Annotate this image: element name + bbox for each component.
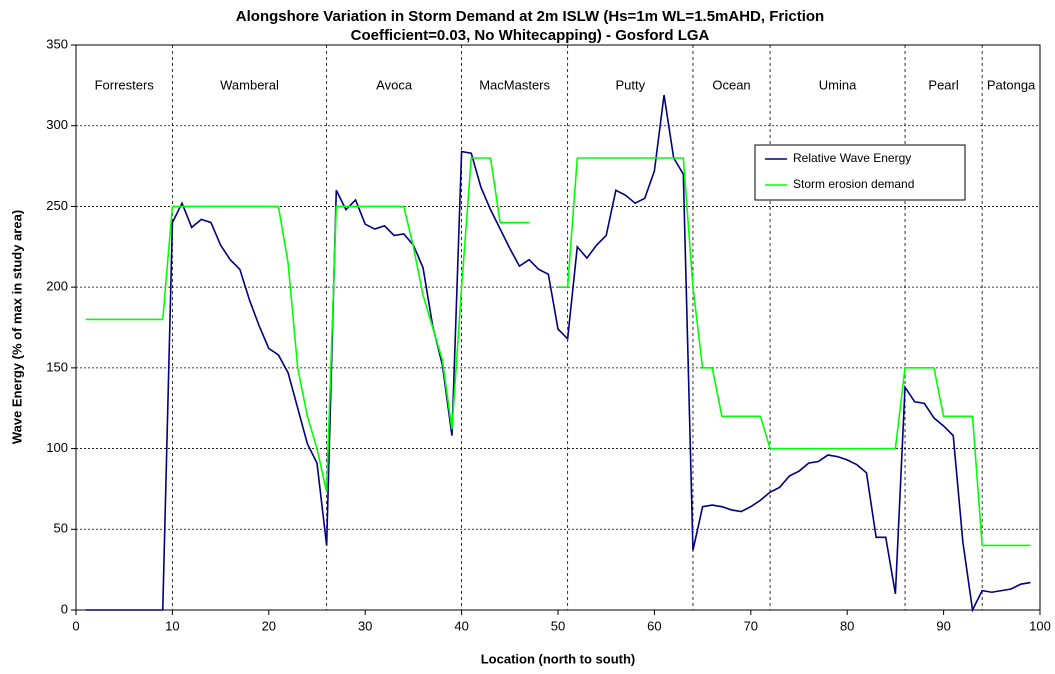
x-axis-label: Location (north to south) bbox=[481, 651, 636, 666]
x-tick-label: 0 bbox=[72, 618, 79, 633]
x-tick-label: 10 bbox=[165, 618, 179, 633]
x-tick-label: 50 bbox=[551, 618, 565, 633]
y-axis-label: Wave Energy (% of max in study area) bbox=[9, 210, 24, 444]
region-label: Wamberal bbox=[220, 77, 279, 92]
legend-label: Relative Wave Energy bbox=[793, 151, 911, 165]
x-tick-label: 40 bbox=[454, 618, 468, 633]
x-tick-label: 100 bbox=[1029, 618, 1051, 633]
x-tick-label: 60 bbox=[647, 618, 661, 633]
legend-label: Storm erosion demand bbox=[793, 177, 914, 191]
y-tick-label: 200 bbox=[46, 279, 68, 294]
y-tick-label: 150 bbox=[46, 359, 68, 374]
region-label: Forresters bbox=[95, 77, 155, 92]
x-tick-label: 20 bbox=[262, 618, 276, 633]
y-tick-label: 0 bbox=[61, 601, 68, 616]
chart-title: Alongshore Variation in Storm Demand at … bbox=[236, 8, 824, 25]
x-tick-label: 70 bbox=[744, 618, 758, 633]
y-tick-label: 300 bbox=[46, 117, 68, 132]
x-tick-label: 80 bbox=[840, 618, 854, 633]
chart-title: Coefficient=0.03, No Whitecapping) - Gos… bbox=[351, 27, 710, 44]
y-tick-label: 250 bbox=[46, 198, 68, 213]
region-label: Ocean bbox=[712, 77, 750, 92]
region-label: Patonga bbox=[987, 77, 1036, 92]
region-label: MacMasters bbox=[479, 77, 550, 92]
legend-box bbox=[754, 144, 966, 201]
series-line bbox=[85, 157, 1031, 547]
y-tick-label: 100 bbox=[46, 440, 68, 455]
region-label: Umina bbox=[819, 77, 857, 92]
region-label: Putty bbox=[615, 77, 645, 92]
region-label: Avoca bbox=[376, 77, 413, 92]
region-label: Pearl bbox=[928, 77, 958, 92]
x-tick-label: 30 bbox=[358, 618, 372, 633]
y-tick-label: 350 bbox=[46, 36, 68, 51]
x-tick-label: 90 bbox=[936, 618, 950, 633]
y-tick-label: 50 bbox=[54, 521, 68, 536]
series-line bbox=[85, 94, 1031, 613]
plot-frame bbox=[75, 44, 1041, 611]
